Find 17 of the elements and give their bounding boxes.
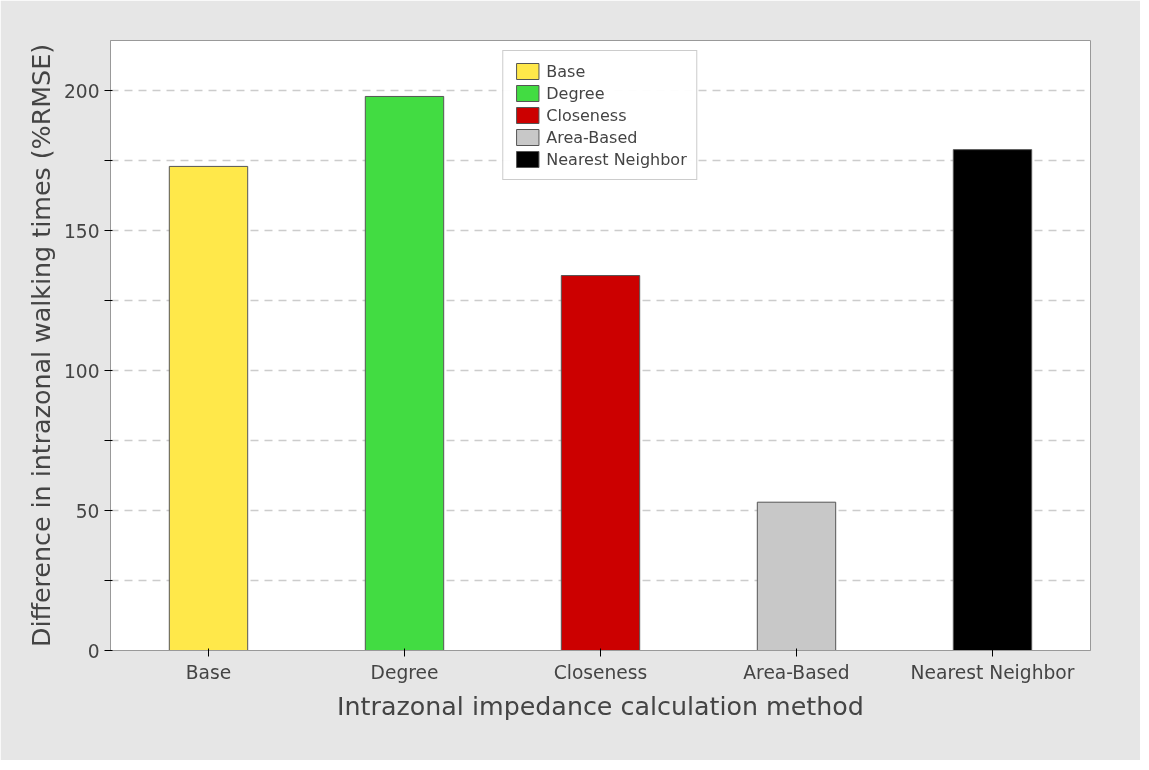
y-tick-label: 50 — [75, 500, 100, 522]
x-tick-label: Closeness — [553, 661, 648, 683]
x-tick-label: Nearest Neighbor — [910, 661, 1075, 683]
y-axis-title: Difference in intrazonal walking times (%RMSE) — [25, 43, 56, 648]
legend-label: Base — [546, 61, 586, 81]
x-axis-title: Intrazonal impedance calculation method — [337, 690, 864, 721]
x-tick-label: Degree — [370, 661, 439, 683]
y-tick-label: 0 — [87, 640, 100, 662]
y-tick-label: 200 — [63, 80, 100, 102]
y-tick-label: 100 — [63, 360, 100, 382]
x-tick-label: Area-Based — [743, 661, 850, 683]
x-tick-label: Base — [185, 661, 232, 683]
legend-label: Nearest Neighbor — [546, 149, 687, 169]
legend-label: Area-Based — [546, 127, 638, 147]
legend-label: Closeness — [546, 105, 627, 125]
y-tick-label: 150 — [63, 220, 100, 242]
legend-label: Degree — [546, 83, 605, 103]
